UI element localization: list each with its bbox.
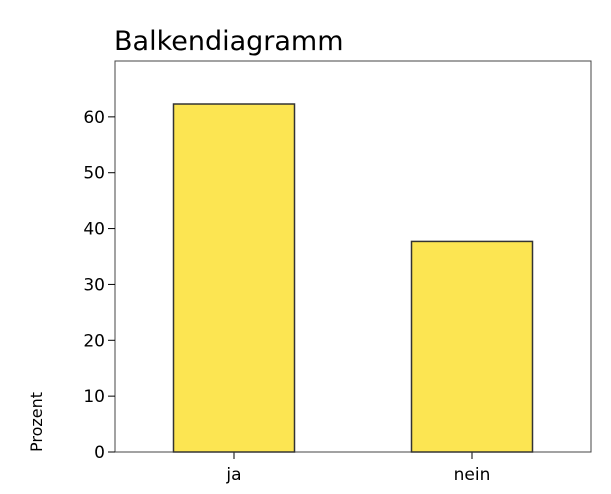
x-axis: ja nein [225, 452, 490, 485]
chart-title: Balkendiagramm [114, 26, 344, 57]
y-tick-label: 30 [83, 275, 105, 295]
x-tick-label: nein [454, 465, 491, 485]
y-tick-label: 50 [83, 164, 105, 184]
y-tick-label: 10 [83, 387, 105, 407]
x-tick-label: ja [225, 465, 241, 485]
y-axis-label: Prozent [27, 392, 46, 452]
y-tick-label: 60 [83, 108, 105, 128]
bar-ja [174, 104, 295, 452]
y-tick-label: 20 [83, 331, 105, 351]
y-axis: 0 10 20 30 40 50 60 [83, 108, 115, 463]
bar-nein [412, 241, 533, 452]
y-tick-label: 0 [94, 443, 105, 463]
y-tick-label: 40 [83, 220, 105, 240]
